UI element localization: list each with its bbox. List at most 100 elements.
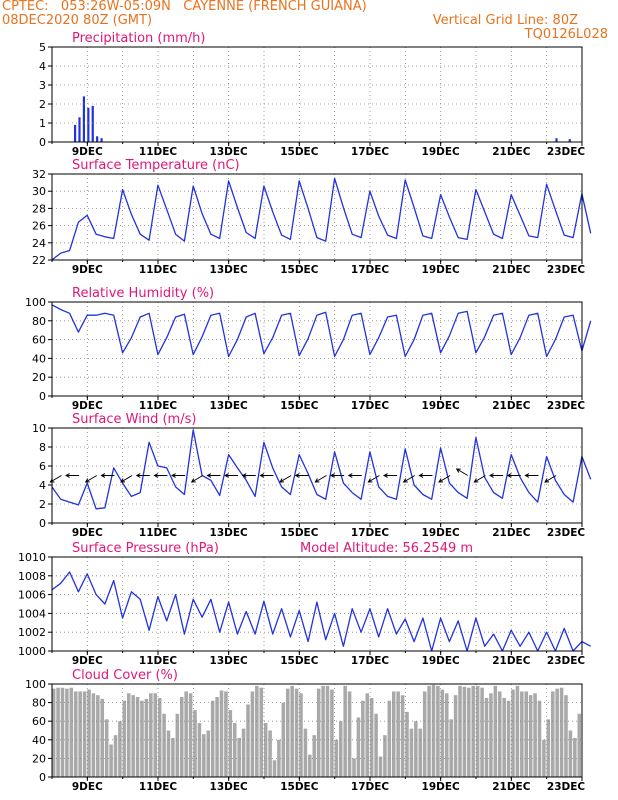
x-tick-label: 19DEC xyxy=(422,527,461,539)
wind-arrow xyxy=(120,475,133,483)
wind-arrow-head xyxy=(347,473,353,478)
cloud-bar xyxy=(550,691,555,777)
x-tick-label: 13DEC xyxy=(210,781,249,793)
panel-4: Surface Pressure (hPa) Model Altitude: 56… xyxy=(18,541,592,667)
x-tick-label: 21DEC xyxy=(492,400,531,412)
wind-arrow-head xyxy=(65,473,70,478)
y-tick-label: 22 xyxy=(32,254,46,267)
cloud-bar xyxy=(263,723,268,777)
x-tick-label: 21DEC xyxy=(492,146,531,158)
wind-arrow-head xyxy=(330,473,335,478)
x-tick-label: 9DEC xyxy=(72,264,103,276)
cloud-bar xyxy=(387,700,392,777)
cloud-bar xyxy=(369,697,374,777)
x-tick-label: 23DEC xyxy=(547,400,586,412)
y-tick-label: 1008 xyxy=(18,570,46,583)
cloud-bar xyxy=(113,735,118,777)
wind-arrow-head xyxy=(135,473,141,478)
panel-frame xyxy=(51,173,583,261)
x-tick-label: 17DEC xyxy=(351,264,390,276)
y-tick-label: 80 xyxy=(32,697,46,710)
cloud-bar xyxy=(308,754,312,777)
cloud-bar xyxy=(564,695,568,777)
x-tick-label: 11DEC xyxy=(139,781,178,793)
cloud-bar xyxy=(502,697,506,777)
wind-arrow xyxy=(84,475,98,483)
cloud-bar xyxy=(60,687,65,777)
y-tick-label: 10 xyxy=(32,422,46,435)
cloud-bar xyxy=(118,721,122,777)
y-tick-label: 8 xyxy=(39,441,46,454)
panel-3: Surface Wind (m/s) 0 2 4 6 8 10 9DEC 11DEC 13DEC 1… xyxy=(32,412,592,539)
wind-arrow-head xyxy=(524,473,530,478)
y-tick-label: 1006 xyxy=(18,589,46,602)
cloud-bar xyxy=(484,697,489,777)
cloud-bar xyxy=(440,689,445,777)
y-tick-label: 30 xyxy=(32,185,46,198)
precip-bar xyxy=(100,138,103,142)
panel-title: Cloud Cover (%) xyxy=(72,668,178,683)
cloud-bar xyxy=(577,713,582,777)
x-tick-label: 15DEC xyxy=(280,146,319,158)
series-line xyxy=(51,304,592,358)
cloud-bar xyxy=(149,693,153,777)
wind-arrow xyxy=(330,473,345,478)
x-tick-label: 11DEC xyxy=(139,655,178,667)
cloud-bar xyxy=(285,688,290,777)
wind-arrow-head xyxy=(455,468,461,473)
cloud-bar xyxy=(215,697,219,777)
wind-arrow-head xyxy=(153,473,159,478)
cloud-bar xyxy=(272,760,277,777)
x-tick-label: 15DEC xyxy=(280,400,319,412)
wind-arrow xyxy=(418,473,433,478)
y-tick-label: 4 xyxy=(39,479,46,492)
header-model-id: TQ0126L028 xyxy=(524,27,608,42)
wind-arrow xyxy=(259,473,274,478)
wind-arrow-head xyxy=(224,473,229,478)
x-tick-label: 11DEC xyxy=(139,400,178,412)
cloud-bar xyxy=(338,721,343,777)
cloud-bar xyxy=(312,735,317,777)
cloud-bar xyxy=(352,758,356,777)
x-tick-label: 15DEC xyxy=(280,655,319,667)
cloud-bar xyxy=(361,700,365,777)
wind-arrow-shaft xyxy=(544,475,557,483)
panel-title: Surface Temperature (nC) xyxy=(72,158,240,173)
wind-arrow xyxy=(190,475,204,483)
y-tick-label: 80 xyxy=(32,315,46,328)
cloud-bar xyxy=(281,702,286,777)
cloud-bar xyxy=(573,737,577,777)
cloud-bar xyxy=(131,695,135,777)
cloud-bar xyxy=(489,693,493,777)
cloud-bar xyxy=(405,711,409,777)
wind-arrow xyxy=(153,473,168,478)
wind-arrow xyxy=(438,475,451,483)
x-tick-label: 11DEC xyxy=(139,146,178,158)
wind-arrow-head xyxy=(84,478,90,483)
cloud-bar xyxy=(73,691,78,777)
wind-arrow xyxy=(65,473,80,478)
panel-frame xyxy=(51,301,583,397)
wind-arrow-shaft xyxy=(191,475,204,483)
y-tick-label: 4 xyxy=(39,60,46,73)
x-tick-label: 19DEC xyxy=(422,781,461,793)
cloud-bar xyxy=(568,730,573,777)
y-tick-label: 40 xyxy=(32,352,46,365)
cloud-bar xyxy=(246,704,250,777)
cloud-bar xyxy=(224,691,228,777)
wind-arrow-head xyxy=(506,473,512,478)
cloud-bar xyxy=(506,700,511,777)
cloud-bar xyxy=(453,695,458,777)
wind-arrow-head xyxy=(190,478,196,483)
y-tick-label: 100 xyxy=(25,678,46,691)
panel-0: Precipitation (mm/h) 0 1 2 3 4 5 9DEC 11DEC 13DEC… xyxy=(39,31,585,158)
cloud-bar xyxy=(87,689,91,777)
x-tick-label: 11DEC xyxy=(139,264,178,276)
cloud-bar xyxy=(109,744,113,777)
cloud-bar xyxy=(241,728,246,777)
cloud-bar xyxy=(347,691,352,777)
wind-arrow-head xyxy=(206,473,212,478)
cloud-bar xyxy=(162,713,166,777)
y-tick-label: 32 xyxy=(32,168,46,181)
